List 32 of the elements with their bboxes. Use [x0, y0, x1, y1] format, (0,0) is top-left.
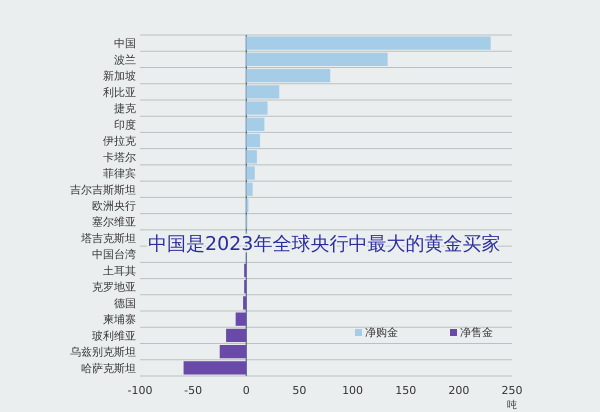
y-tick-label: 克罗地亚: [92, 280, 136, 294]
x-tick-label: -100: [128, 384, 152, 397]
y-tick-label: 中国: [114, 37, 136, 50]
y-tick-label: 柬埔寨: [103, 313, 136, 326]
y-tick-label: 塞尔维亚: [92, 216, 136, 229]
x-tick-label: 50: [292, 384, 306, 397]
legend-label: 净售金: [460, 326, 493, 339]
y-tick-label: 中国台湾: [92, 248, 136, 262]
y-tick-label: 土耳其: [103, 264, 136, 278]
y-tick-label: 欧洲央行: [92, 200, 136, 212]
x-axis-title: 吨: [507, 399, 517, 411]
y-tick-label: 利比亚: [103, 86, 136, 99]
y-tick-label: 塔吉克斯坦: [80, 232, 136, 245]
y-tick-label: 卡塔尔: [103, 150, 136, 164]
y-tick-label: 新加坡: [103, 70, 136, 83]
y-tick-label: 乌兹别克斯坦: [70, 346, 136, 359]
y-tick-label: 玻利维亚: [92, 329, 136, 342]
x-tick-label: 150: [395, 384, 416, 397]
y-tick-label: 波兰: [114, 53, 136, 66]
x-tick-label: 200: [448, 384, 470, 397]
x-tick-label: 250: [502, 384, 522, 397]
y-tick-label: 菲律宾: [103, 167, 136, 180]
y-tick-label: 吉尔吉斯斯坦: [70, 183, 136, 196]
y-tick-label: 哈萨克斯坦: [81, 362, 136, 375]
y-tick-label: 捷克: [114, 102, 136, 116]
y-tick-label: 德国: [114, 296, 136, 310]
x-tick-label: 0: [242, 384, 250, 397]
legend-label: 净购金: [365, 326, 398, 339]
x-tick-label: 100: [342, 384, 364, 397]
x-tick-label: -50: [184, 384, 202, 397]
y-tick-label: 伊拉克: [103, 134, 136, 148]
y-tick-label: 印度: [114, 118, 136, 132]
